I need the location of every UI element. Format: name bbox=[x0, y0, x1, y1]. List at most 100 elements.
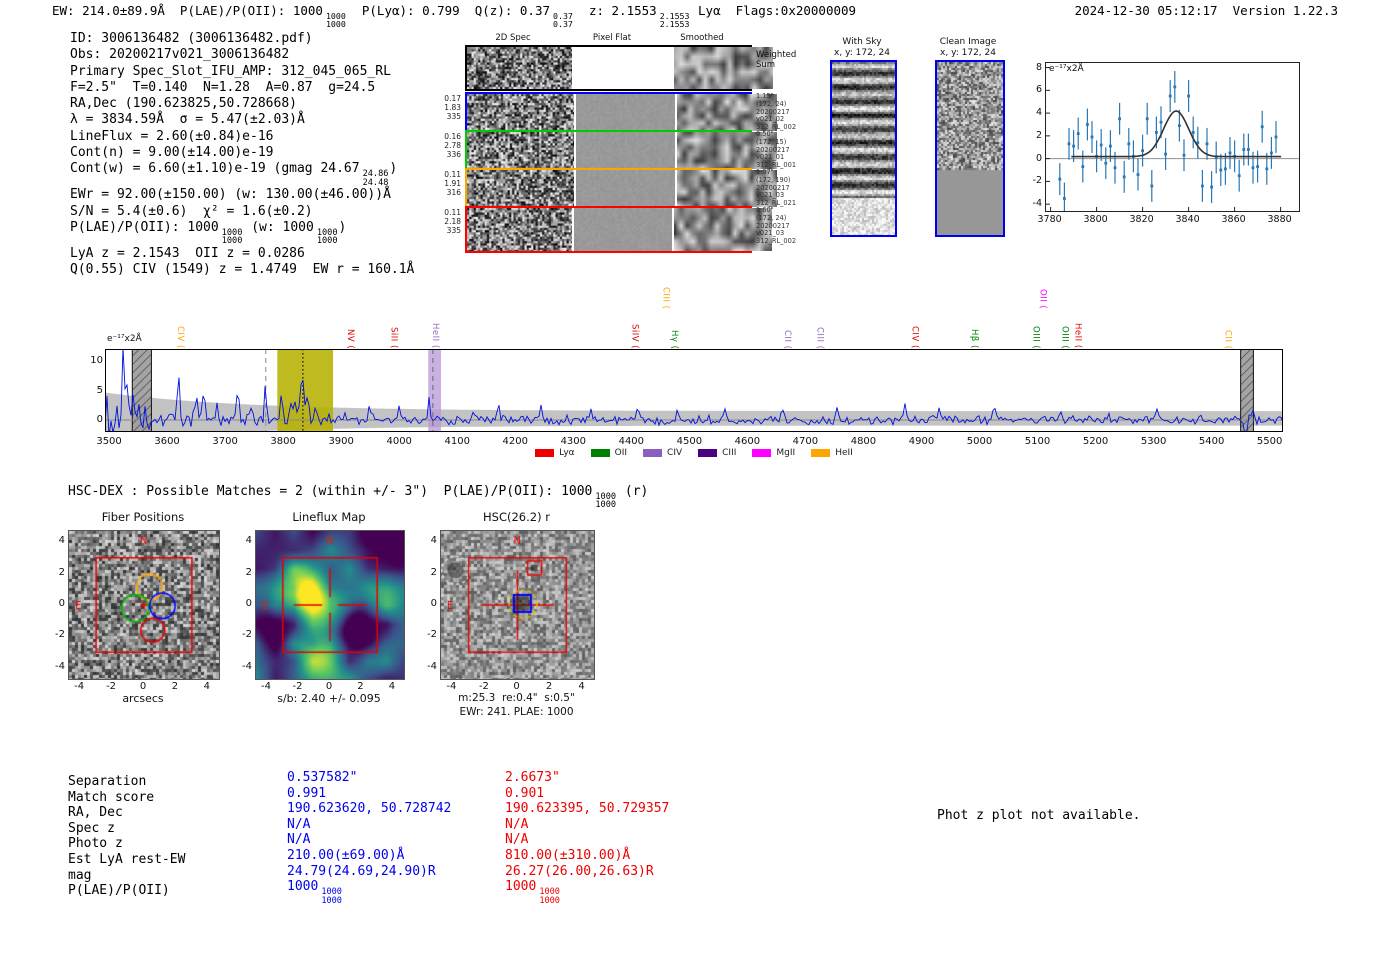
spectrum-y-tick: 10 bbox=[90, 355, 103, 366]
legend-label: Lyα bbox=[559, 448, 575, 458]
emission-line-label: OIII ( bbox=[1059, 325, 1070, 349]
spec2d-right-meta-line: 20200217 bbox=[756, 221, 790, 230]
spectrum-flux-line bbox=[105, 349, 1283, 432]
info-line-text: LyA z = 2.1543 OII z = 0.0286 bbox=[70, 246, 305, 261]
candidate1-text: 1000 bbox=[287, 879, 319, 895]
spec2d-right-meta-line: 312_RL_002 bbox=[756, 237, 797, 246]
cutout-y-tick: 2 bbox=[245, 566, 252, 578]
info-line-stack-bottom: 1000 bbox=[221, 236, 243, 247]
spec2d-pixelflat-image bbox=[573, 208, 672, 251]
lineflux-map-panel: Lineflux Map s/b: 2.40 +/- 0.095 4 2 0 -2 -4… bbox=[233, 508, 428, 720]
cutout-y-tick: -2 bbox=[55, 629, 65, 641]
inset-plot-svg bbox=[1046, 67, 1299, 215]
spec2d-right-meta-line: 0.50" bbox=[756, 130, 774, 138]
cutout-y-tick: 0 bbox=[245, 598, 252, 609]
spec2d-row bbox=[465, 168, 778, 209]
spec2d-smoothed-image bbox=[673, 208, 772, 251]
candidate1-text: 210.00(±69.00)Å bbox=[287, 847, 405, 863]
emission-line-label: SiIV ( bbox=[629, 323, 640, 349]
summary-stat-text: z: 2.1553 bbox=[573, 3, 657, 18]
spec2d-row bbox=[465, 45, 773, 91]
masked-region-band bbox=[1240, 349, 1254, 432]
summary-stat-text: P(Lyα): 0.799 Q(z): 0.37 bbox=[346, 3, 551, 18]
spec2d-row-left-stats: 0.16 2.78 336 bbox=[440, 132, 461, 159]
clean-image-title-line: Clean Image bbox=[939, 37, 997, 47]
info-line-text: Cont(w) = 6.60(±1.10)e-19 (gmag 24.67 bbox=[70, 161, 360, 177]
hsc-cutout-title: HSC(26.2) r bbox=[483, 510, 550, 524]
inset-y-tick: -4 bbox=[1032, 198, 1042, 210]
clean-image-title: Clean Image x, y: 172, 24 bbox=[922, 37, 1014, 58]
lineflux-sb-caption: s/b: 2.40 +/- 0.095 bbox=[277, 692, 381, 705]
cutout-y-tick: 0 bbox=[430, 598, 437, 609]
cutout-x-tick: -4 bbox=[74, 681, 85, 692]
info-line-stack-bottom: 1000 bbox=[316, 236, 338, 247]
match-table-row: Spec z N/A N/A bbox=[68, 817, 765, 836]
spec2d-right-meta-line: 312_RL_001 bbox=[756, 161, 797, 170]
info-line-stacked-fraction: 1000 1000 bbox=[317, 229, 338, 246]
summary-stats-line: EW: 214.0±89.9Å P(LAE)/P(OII): 1000 1000 1… bbox=[52, 3, 856, 28]
legend-label: CIV bbox=[667, 448, 683, 458]
emission-line-label: HeII ( bbox=[429, 323, 440, 349]
clean-image-canvas bbox=[937, 62, 1003, 235]
candidate1-text: 0.991 bbox=[287, 785, 327, 801]
match-row-candidate1-value: 0.991 bbox=[287, 786, 505, 802]
summary-stat-stacked-fraction: 2.1553 2.1553 bbox=[660, 11, 690, 28]
match-row-candidate1-value: 1000 1000 1000 bbox=[287, 879, 505, 905]
summary-stat-stack-top: 0.37 bbox=[553, 10, 573, 21]
spec2d-left-stat: 335 bbox=[446, 225, 461, 235]
cutout-x-tick: -2 bbox=[292, 681, 303, 692]
with-sky-canvas bbox=[832, 62, 895, 235]
cutout-x-tick: -4 bbox=[261, 681, 271, 692]
masked-region-band bbox=[131, 349, 152, 432]
candidate1-text: 0.537582" bbox=[287, 770, 358, 785]
candidate2-stacked-fraction: 1000 1000 bbox=[539, 888, 560, 905]
info-line-stack-bottom: 24.48 bbox=[362, 177, 389, 188]
spectrum-flux-units-label: e⁻¹⁷x2Å bbox=[107, 334, 142, 344]
match-row-candidate2-value: 190.623395, 50.729357 bbox=[505, 801, 765, 817]
phot-z-note: Phot z plot not available. bbox=[937, 808, 1141, 823]
spec2d-2d-image bbox=[467, 94, 574, 131]
fiber-positions-image bbox=[68, 530, 220, 680]
info-line: F=2.5" T=0.140 N=1.28 A=0.87 g=24.5 bbox=[70, 80, 414, 96]
spec2d-right-meta-line: 312_RL_021 bbox=[756, 199, 797, 208]
spec2d-panel: 2D Spec Pixel Flat Smoothed Weighted Sum 0… bbox=[440, 33, 820, 265]
spec2d-smoothed-image bbox=[677, 132, 778, 169]
spectrum-x-tick: 4900 bbox=[908, 436, 935, 447]
cutout-x-tick: 4 bbox=[578, 681, 585, 692]
cutout-y-tick: -4 bbox=[55, 660, 65, 672]
match-row-candidate2-value: 2.6673" bbox=[505, 770, 765, 786]
inset-plot-area bbox=[1045, 62, 1300, 215]
spec2d-2d-image bbox=[467, 132, 574, 169]
info-line-text: Q(0.55) CIV (1549) z = 1.4749 EW r = 160… bbox=[70, 262, 415, 278]
clean-image bbox=[935, 60, 1005, 237]
report-version: Version 1.22.3 bbox=[1232, 3, 1338, 18]
candidate2-text: 190.623395, 50.729357 bbox=[505, 801, 670, 817]
report-datetime-version: 2024-12-30 05:12:17 Version 1.22.3 bbox=[1075, 3, 1338, 18]
spec2d-row-left-stats: 0.17 1.83 335 bbox=[440, 94, 461, 121]
inset-x-tick: 3780 bbox=[1037, 214, 1062, 225]
cutout-x-tick: -4 bbox=[446, 681, 457, 692]
spacer bbox=[1218, 3, 1233, 18]
inset-gaussian-fit-line bbox=[1071, 110, 1282, 158]
match-row-label: Est LyA rest-EW bbox=[68, 851, 186, 867]
spectrum-x-tick: 4300 bbox=[560, 436, 587, 447]
match-table-row: Match score 0.991 0.901 bbox=[68, 786, 765, 805]
spec2d-smoothed-image bbox=[677, 170, 778, 207]
legend-swatch bbox=[535, 449, 555, 457]
match-table-row: Est LyA rest-EW 210.00(±69.00)Å 810.00(±31… bbox=[68, 847, 765, 867]
cutout-x-tick: 4 bbox=[388, 681, 396, 692]
full-spectrum-plot: e⁻¹⁷x2Å Lyα OII CIV CIII MgII HeII 3500 3600 37… bbox=[90, 270, 1310, 475]
detection-info-block: ID: 3006136482 (3006136482.pdf) Obs: 2020… bbox=[70, 31, 414, 279]
clean-image-xy: x, y: 172, 24 bbox=[940, 47, 996, 58]
spec2d-left-stat: 316 bbox=[446, 187, 461, 197]
spec2d-right-meta-line: v021_03 bbox=[756, 191, 785, 200]
match-table-row: Photo z N/A N/A bbox=[68, 832, 765, 851]
match-table-row: RA, Dec 190.623620, 50.728742 190.623395, … bbox=[68, 801, 765, 820]
info-line-text: ) bbox=[389, 161, 398, 177]
info-line: S/N = 5.4(±0.6) χ² = 1.6(±0.2) bbox=[70, 204, 414, 220]
candidate2-stack-top: 1000 bbox=[539, 887, 560, 898]
spec2d-right-meta-line: v021_01 bbox=[756, 153, 785, 162]
match-row-candidate2-value: 0.901 bbox=[505, 786, 765, 802]
candidate2-text: 2.6673" bbox=[505, 770, 560, 785]
inset-x-tick: 3840 bbox=[1175, 214, 1200, 225]
